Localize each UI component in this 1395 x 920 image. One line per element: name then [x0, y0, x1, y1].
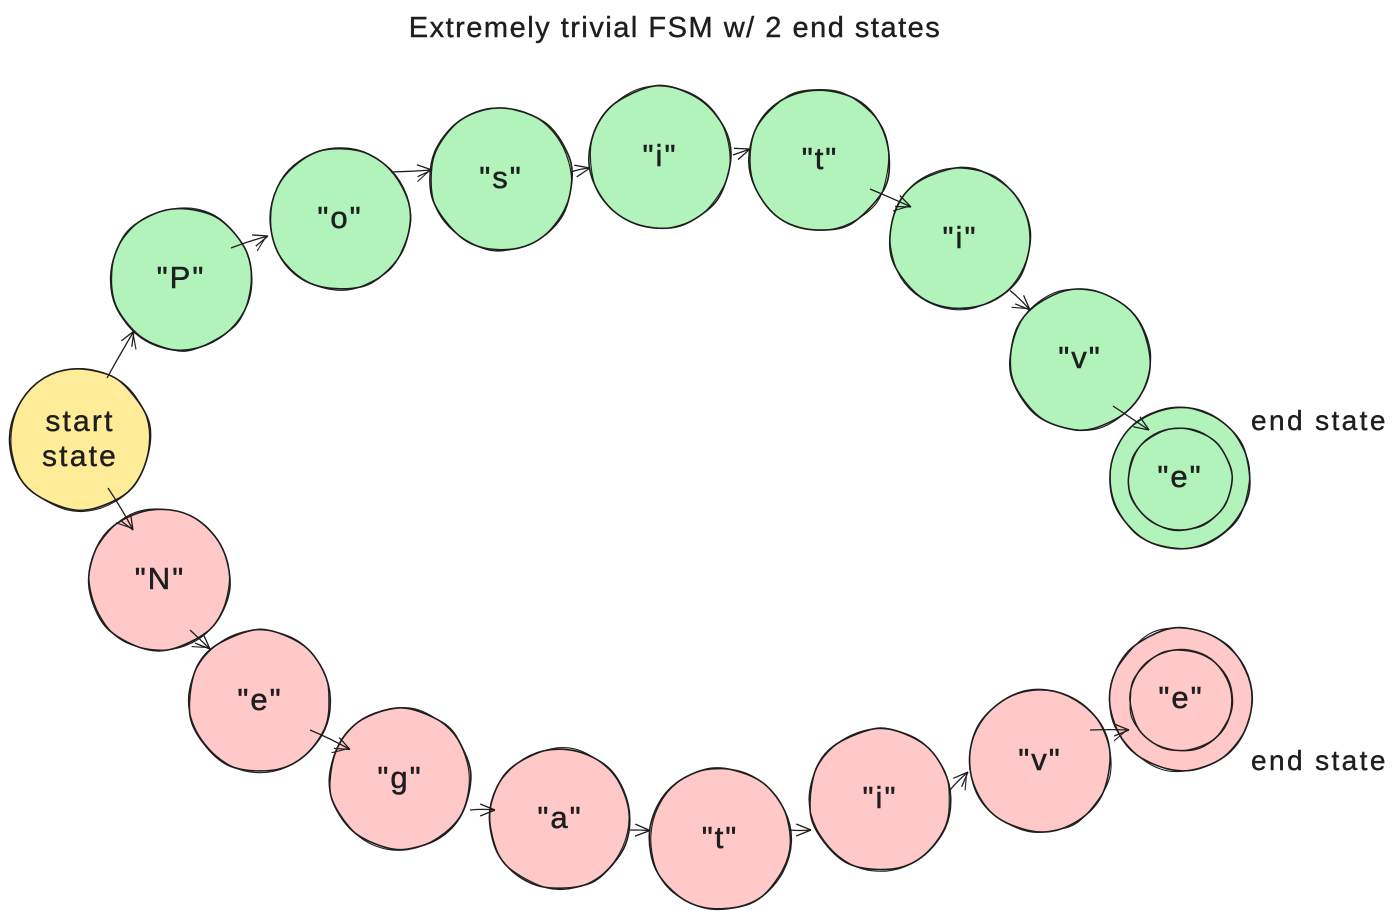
svg-text:"s": "s": [479, 160, 523, 195]
svg-text:end state: end state: [1251, 405, 1388, 436]
svg-text:"i": "i": [643, 138, 678, 173]
svg-text:"v": "v": [1058, 340, 1102, 375]
svg-text:state: state: [42, 440, 118, 473]
svg-text:"P": "P": [157, 260, 206, 295]
svg-text:"a": "a": [537, 800, 582, 835]
svg-text:"v": "v": [1018, 742, 1062, 777]
svg-text:start: start: [45, 405, 114, 438]
svg-text:"t": "t": [802, 141, 839, 176]
svg-text:"t": "t": [702, 820, 739, 855]
svg-text:"i": "i": [863, 780, 898, 815]
svg-text:Extremely trivial FSM w/ 2 end: Extremely trivial FSM w/ 2 end states: [409, 12, 942, 44]
svg-text:"g": "g": [377, 760, 422, 795]
svg-text:"i": "i": [943, 220, 978, 255]
svg-text:"e": "e": [1158, 680, 1203, 715]
svg-text:"o": "o": [317, 200, 362, 235]
svg-text:"e": "e": [1157, 459, 1202, 494]
svg-text:"e": "e": [237, 682, 282, 717]
svg-text:"N": "N": [135, 561, 185, 596]
svg-text:end state: end state: [1251, 745, 1388, 776]
